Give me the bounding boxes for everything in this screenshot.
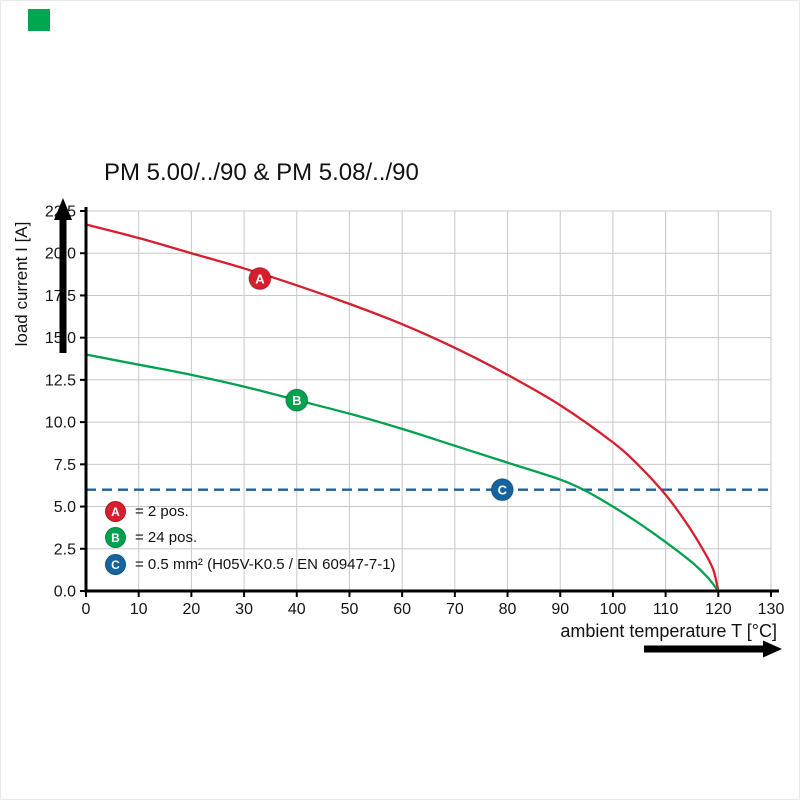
- svg-text:10.0: 10.0: [45, 415, 76, 432]
- svg-text:120: 120: [705, 601, 732, 618]
- svg-text:A: A: [255, 271, 265, 286]
- svg-text:C: C: [498, 482, 508, 497]
- svg-text:0.0: 0.0: [54, 584, 76, 601]
- svg-text:50: 50: [341, 601, 359, 618]
- svg-text:30: 30: [235, 601, 253, 618]
- svg-text:20: 20: [182, 601, 200, 618]
- svg-text:100: 100: [600, 601, 627, 618]
- x-axis-label: ambient temperature T [°C]: [560, 621, 777, 641]
- x-axis-arrow-icon: [644, 640, 782, 658]
- svg-text:80: 80: [499, 601, 517, 618]
- curve-markers: A B C: [248, 266, 514, 502]
- svg-text:12.5: 12.5: [45, 372, 76, 389]
- chart-title: PM 5.00/../90 & PM 5.08/../90: [104, 159, 419, 186]
- svg-text:40: 40: [288, 601, 306, 618]
- svg-text:70: 70: [446, 601, 464, 618]
- svg-text:5.0: 5.0: [54, 499, 76, 516]
- brand-square: [28, 9, 50, 31]
- chart-axes: [80, 207, 779, 597]
- svg-text:10: 10: [130, 601, 148, 618]
- svg-text:90: 90: [551, 601, 569, 618]
- svg-text:130: 130: [758, 601, 785, 618]
- svg-text:0: 0: [82, 601, 91, 618]
- svg-text:2.5: 2.5: [54, 541, 76, 558]
- svg-text:B: B: [292, 393, 301, 408]
- chart-grid: [86, 210, 772, 591]
- axis-tick-labels: 0 10 20 30 40 50 60 70 80 90 100 110 120 130 0.0 2.5 5.0…: [45, 204, 785, 619]
- chart-curves: [85, 223, 720, 592]
- y-axis-arrow-icon: [54, 198, 72, 353]
- svg-text:110: 110: [653, 601, 679, 618]
- svg-text:7.5: 7.5: [54, 457, 76, 474]
- svg-text:60: 60: [393, 601, 411, 618]
